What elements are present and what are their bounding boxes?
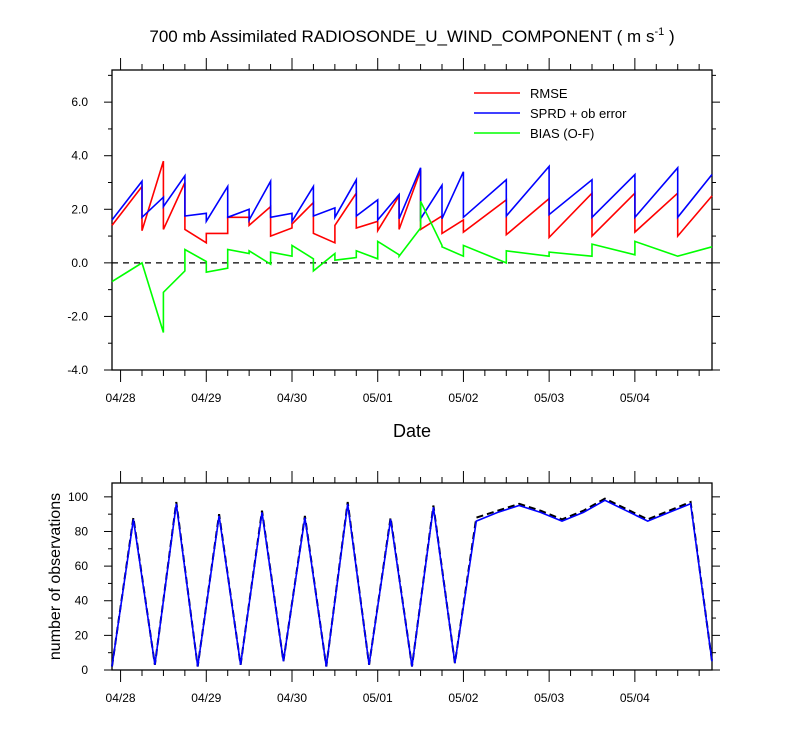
top-y-tick-label: 4.0 [71, 149, 88, 163]
bottom-y-tick-label: 100 [68, 490, 88, 504]
top-x-tick-label: 05/04 [620, 391, 650, 405]
chart-title-unit-exponent: -1 [654, 26, 664, 38]
bottom-x-tick-label: 04/28 [106, 691, 136, 705]
chart-title: 700 mb Assimilated RADIOSONDE_U_WIND_COM… [149, 26, 674, 46]
bottom-y-tick-label: 20 [75, 628, 89, 642]
error-stats-panel: -4.0 -2.0 0.0 2.0 4.0 6.0 04/28 04/29 04/30 05/01… [67, 58, 720, 441]
top-series-line-bias-o-f [111, 200, 713, 333]
bottom-y-tick-label: 0 [81, 663, 88, 677]
observation-count-panel: 0 20 40 60 80 100 04/28 04/29 04/30 05/01 05/02 05/… [47, 471, 720, 705]
bottom-x-tick-label: 05/04 [620, 691, 650, 705]
top-x-tick-label: 05/03 [534, 391, 564, 405]
bottom-y-tick-label: 60 [75, 559, 89, 573]
top-x-tick-label: 04/28 [106, 391, 136, 405]
legend-label: RMSE [530, 86, 568, 101]
chart-title-close: ) [664, 27, 674, 46]
top-x-tick-label: 05/01 [363, 391, 393, 405]
bottom-y-axis-label: number of observations [47, 493, 64, 660]
top-y-tick-label: 0.0 [71, 256, 88, 270]
bottom-x-tick-label: 04/30 [277, 691, 307, 705]
top-y-tick-label: -4.0 [67, 363, 88, 377]
legend-label: BIAS (O-F) [530, 126, 594, 141]
top-y-tick-label: -2.0 [67, 309, 88, 323]
bottom-y-tick-label: 80 [75, 524, 89, 538]
bottom-x-tick-label: 05/03 [534, 691, 564, 705]
top-x-axis-label: Date [393, 421, 431, 441]
legend-label: SPRD + ob error [530, 106, 627, 121]
top-series-line-rmse [111, 160, 713, 245]
top-y-tick-label: 6.0 [71, 95, 88, 109]
bottom-x-tick-label: 04/29 [191, 691, 221, 705]
bottom-y-tick-label: 40 [75, 594, 89, 608]
top-x-tick-label: 04/30 [277, 391, 307, 405]
top-x-tick-label: 05/02 [448, 391, 478, 405]
top-series-line-sprd-ob-error [111, 164, 713, 225]
chart-title-main: 700 mb Assimilated RADIOSONDE_U_WIND_COM… [149, 27, 654, 46]
bottom-series-line-series-1 [111, 499, 713, 667]
bottom-plot-frame [111, 482, 713, 671]
top-y-tick-label: 2.0 [71, 202, 88, 216]
bottom-x-tick-label: 05/02 [448, 691, 478, 705]
bottom-x-tick-label: 05/01 [363, 691, 393, 705]
top-x-tick-label: 04/29 [191, 391, 221, 405]
